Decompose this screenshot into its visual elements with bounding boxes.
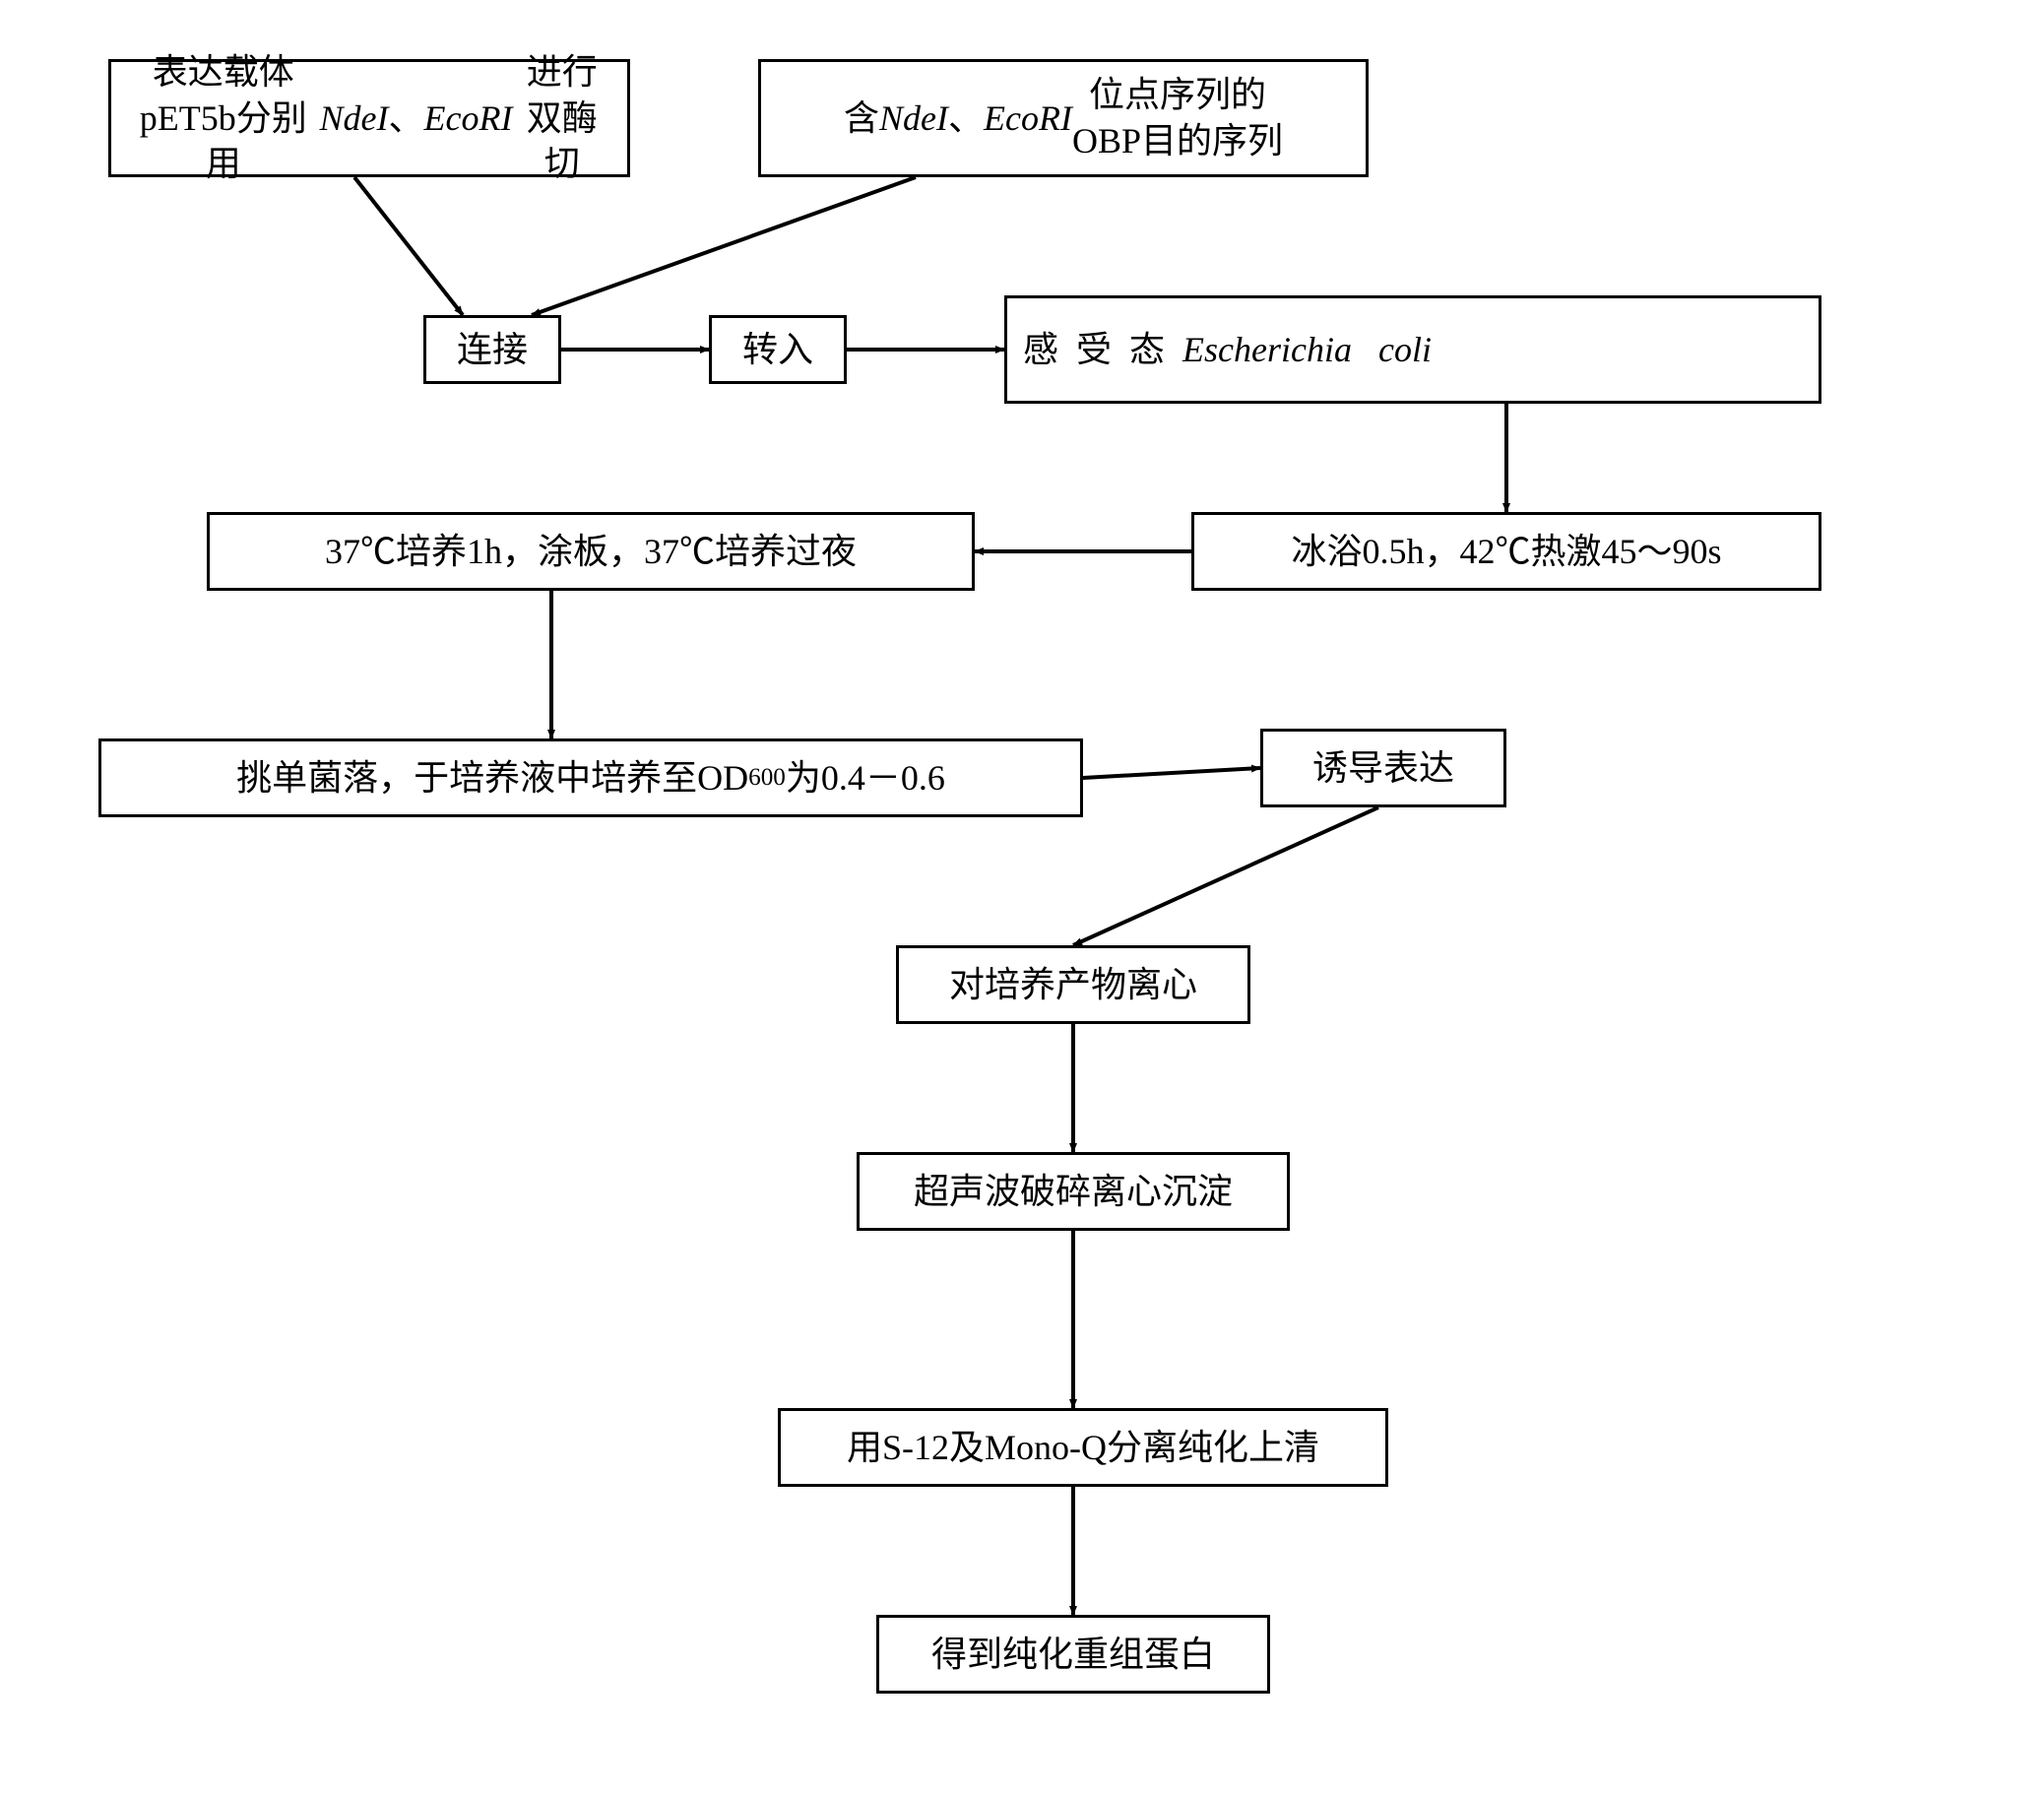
node-vector-digest: 表达载体pET5b分别用NdeI、EcoRI进行双酶切 <box>108 59 630 177</box>
node-purify-s12-monoq: 用S-12及Mono-Q分离纯化上清 <box>778 1408 1388 1487</box>
node-purified-protein: 得到纯化重组蛋白 <box>876 1615 1270 1694</box>
arrow-n1-to-n3 <box>354 177 463 315</box>
node-ligation: 连接 <box>423 315 561 384</box>
node-plate-overnight: 37℃培养1h，涂板，37℃培养过夜 <box>207 512 975 591</box>
node-sonicate-pellet: 超声波破碎离心沉淀 <box>857 1152 1290 1231</box>
node-induce-expression: 诱导表达 <box>1260 729 1506 807</box>
flowchart-arrows <box>0 0 2044 1796</box>
arrow-n2-to-n3 <box>532 177 916 315</box>
node-pick-colony-od600: 挑单菌落，于培养液中培养至OD600为0.4－0.6 <box>98 738 1083 817</box>
node-obp-sequence: 含NdeI、EcoRI位点序列的OBP目的序列 <box>758 59 1369 177</box>
node-competent-ecoli: 感 受 态 Escherichia coli <box>1004 295 1821 404</box>
arrow-n9-to-n10 <box>1073 807 1378 945</box>
node-ice-heatshock: 冰浴0.5h，42℃热激45～90s <box>1191 512 1821 591</box>
arrow-n8-to-n9 <box>1083 768 1260 778</box>
node-transform: 转入 <box>709 315 847 384</box>
node-centrifuge: 对培养产物离心 <box>896 945 1250 1024</box>
